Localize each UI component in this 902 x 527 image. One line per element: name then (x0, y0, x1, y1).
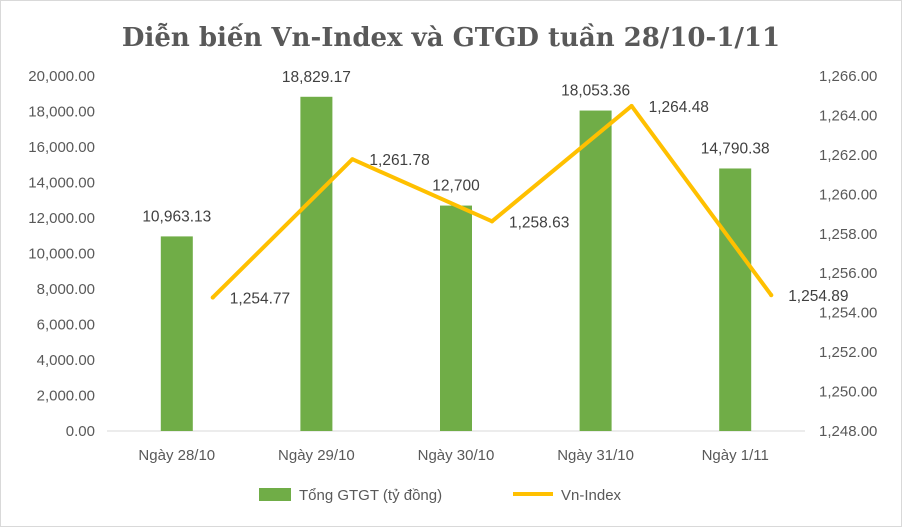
bar-data-label: 14,790.38 (701, 140, 770, 157)
y-right-tick-label: 1,252.00 (819, 344, 877, 361)
y-left-tick-label: 6,000.00 (37, 317, 95, 334)
bar (440, 205, 472, 431)
y-left-tick-label: 14,000.00 (28, 175, 95, 192)
bar (300, 96, 333, 432)
bar-data-label: 12,700 (432, 178, 480, 195)
y-left-tick-label: 8,000.00 (37, 281, 95, 298)
y-right-tick-label: 1,258.00 (819, 226, 877, 243)
y-left-tick-label: 4,000.00 (37, 352, 95, 369)
y-left-tick-label: 16,000.00 (28, 139, 95, 156)
bar (579, 110, 612, 431)
legend-swatch-bar (259, 488, 291, 501)
data-labels: 10,963.13 18,829.17 12,700 18,053.36 14,790.… (142, 69, 848, 308)
x-tick-label: Ngày 28/10 (138, 447, 215, 464)
y-right-tick-label: 1,266.00 (819, 68, 877, 85)
y-right-tick-label: 1,262.00 (819, 147, 877, 164)
bar-data-label: 10,963.13 (142, 208, 211, 225)
vn-index-line (210, 103, 774, 300)
y-left-tick-label: 18,000.00 (28, 104, 95, 121)
y-left-tick-label: 20,000.00 (28, 68, 95, 85)
legend: Tổng GTGT (tỷ đồng) Vn-Index (259, 487, 622, 504)
x-tick-label: Ngày 29/10 (278, 447, 355, 464)
y-right-tick-label: 1,248.00 (819, 423, 877, 440)
y-right-tick-label: 1,256.00 (819, 265, 877, 282)
y-left-tick-label: 2,000.00 (37, 388, 95, 405)
chart-title: Diễn biến Vn-Index và GTGD tuần 28/10-1/… (122, 22, 780, 53)
line-data-label: 1,254.89 (788, 288, 848, 305)
line-point (629, 103, 634, 108)
line-series (210, 103, 774, 300)
line-data-label: 1,258.63 (509, 214, 569, 231)
line-point (769, 293, 774, 298)
x-tick-label: Ngày 30/10 (418, 447, 495, 464)
y-right-tick-label: 1,264.00 (819, 107, 877, 124)
y-right-tick-label: 1,250.00 (819, 384, 877, 401)
line-point (350, 157, 355, 162)
y-right-tick-label: 1,260.00 (819, 186, 877, 203)
line-point (490, 219, 494, 224)
x-tick-label: Ngày 31/10 (557, 447, 634, 464)
line-point (210, 295, 215, 300)
y-left-tick-label: 0.00 (66, 423, 95, 440)
line-data-label: 1,254.77 (230, 290, 290, 307)
legend-label-line: Vn-Index (561, 487, 622, 504)
line-data-label: 1,264.48 (649, 99, 709, 116)
line-data-label: 1,261.78 (369, 152, 429, 169)
bar-data-label: 18,829.17 (282, 69, 351, 86)
y-left-tick-label: 12,000.00 (28, 210, 95, 227)
bar-series (160, 96, 752, 432)
bar (160, 236, 193, 431)
y-right-tick-label: 1,254.00 (819, 305, 877, 322)
y-left-tick-label: 10,000.00 (28, 246, 95, 263)
legend-label-bar: Tổng GTGT (tỷ đồng) (299, 487, 442, 504)
x-tick-label: Ngày 1/11 (702, 447, 769, 464)
axes: 0.00 2,000.00 4,000.00 6,000.00 8,000.00 10,0… (28, 68, 877, 464)
bar (719, 168, 752, 431)
bar-data-label: 18,053.36 (561, 83, 630, 100)
